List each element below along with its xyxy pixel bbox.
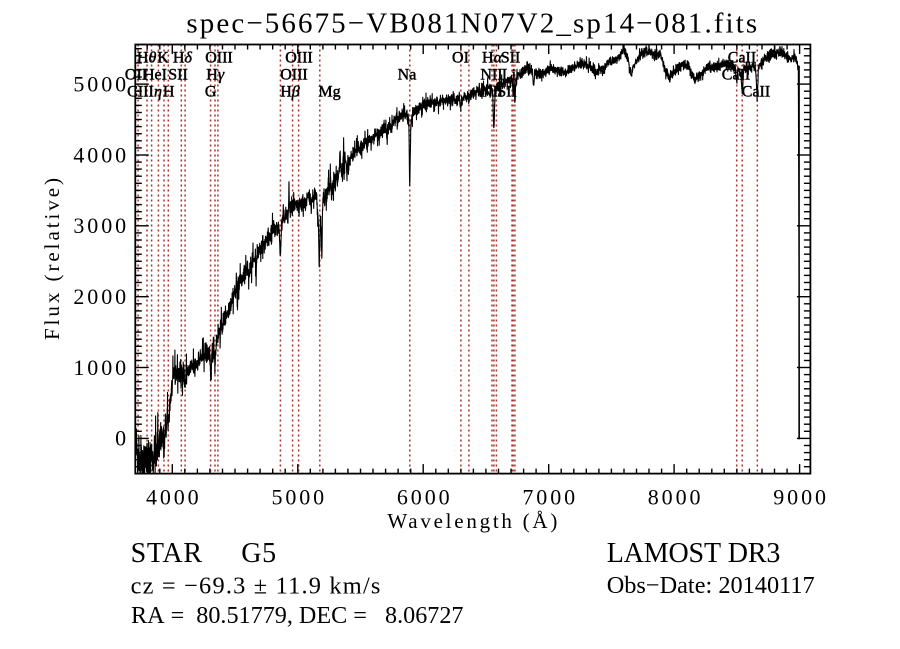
svg-text:Hδ: Hδ: [173, 50, 193, 67]
svg-text:HeI: HeI: [143, 67, 167, 84]
svg-text:OIII: OIII: [205, 50, 233, 67]
svg-text:NII: NII: [481, 84, 503, 101]
svg-text:LAMOST DR3: LAMOST DR3: [607, 538, 781, 569]
svg-text:OI: OI: [452, 50, 469, 67]
svg-text:6000: 6000: [397, 485, 453, 510]
svg-text:CIII: CIII: [127, 84, 154, 101]
svg-text:CaII: CaII: [742, 84, 770, 101]
svg-text:SII: SII: [168, 67, 188, 84]
svg-text:Hβ: Hβ: [280, 84, 300, 101]
svg-text:OII: OII: [125, 67, 147, 84]
svg-text:1000: 1000: [73, 355, 129, 380]
svg-text:SII: SII: [497, 84, 517, 101]
svg-text:2000: 2000: [73, 284, 129, 309]
svg-text:Obs−Date: 20140117: Obs−Date: 20140117: [607, 572, 815, 599]
svg-text:Hα: Hα: [482, 50, 503, 67]
svg-text:CaII: CaII: [728, 50, 756, 67]
svg-text:Wavelength (Å): Wavelength (Å): [387, 509, 560, 533]
svg-text:Hθ: Hθ: [137, 50, 157, 67]
svg-text:0: 0: [115, 426, 129, 451]
svg-text:Li: Li: [502, 67, 517, 84]
svg-text:SII: SII: [501, 50, 521, 67]
svg-text:8000: 8000: [648, 485, 704, 510]
svg-text:Mg: Mg: [318, 84, 340, 101]
svg-text:H: H: [163, 84, 175, 101]
svg-text:4000: 4000: [146, 485, 202, 510]
svg-text:RA = 80.51779, DEC = 8.0672: RA = 80.51779, DEC = 8.06727: [131, 602, 464, 629]
svg-text:5000: 5000: [73, 71, 129, 96]
svg-text:NII: NII: [480, 67, 502, 84]
svg-text:CaII: CaII: [722, 67, 750, 84]
svg-text:7000: 7000: [522, 485, 578, 510]
svg-text:OIII: OIII: [280, 67, 308, 84]
svg-text:cz = −69.3 ± 11.9 km/s: cz = −69.3 ± 11.9 km/s: [131, 573, 382, 600]
svg-text:STAR G5: STAR G5: [131, 538, 277, 569]
svg-text:η: η: [154, 84, 162, 101]
svg-text:spec−56675−VB081N07V2_sp14−081: spec−56675−VB081N07V2_sp14−081.fits: [186, 8, 759, 40]
svg-text:5000: 5000: [271, 485, 327, 510]
svg-text:G: G: [205, 84, 217, 101]
svg-text:9000: 9000: [773, 485, 829, 510]
svg-text:3000: 3000: [73, 213, 129, 238]
svg-text:Hγ: Hγ: [206, 67, 225, 84]
svg-text:4000: 4000: [73, 142, 129, 167]
svg-text:K: K: [157, 50, 169, 67]
svg-text:OIII: OIII: [285, 50, 313, 67]
svg-text:Na: Na: [398, 67, 417, 84]
svg-text:Flux (relative): Flux (relative): [40, 175, 64, 340]
